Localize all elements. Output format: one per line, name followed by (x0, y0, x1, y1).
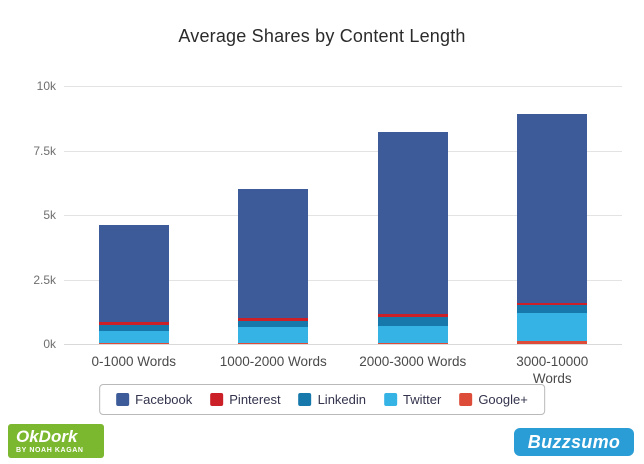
bar-segment-facebook[interactable] (377, 132, 448, 315)
stacked-bar[interactable] (98, 225, 169, 344)
bar-segment-facebook[interactable] (517, 114, 588, 303)
bar-segment-pinterest[interactable] (517, 302, 588, 306)
bar-segment-google-[interactable] (377, 342, 448, 344)
okdork-logo-tagline: BY NOAH KAGAN (16, 446, 84, 454)
bar-segment-linkedin[interactable] (98, 324, 169, 332)
bar-segment-twitter[interactable] (517, 313, 588, 342)
bar-segment-google-[interactable] (238, 342, 309, 344)
bar-segment-twitter[interactable] (377, 325, 448, 343)
buzzsumo-logo-text: Buzzsumo (527, 431, 621, 452)
bar-segment-linkedin[interactable] (517, 305, 588, 314)
bar-segment-linkedin[interactable] (377, 316, 448, 326)
y-axis-tick-label: 5k (43, 208, 56, 222)
stacked-bar[interactable] (238, 189, 309, 344)
legend-item-pinterest[interactable]: Pinterest (210, 392, 281, 407)
legend-item-linkedin[interactable]: Linkedin (298, 392, 367, 407)
legend-swatch-icon (459, 393, 473, 406)
x-axis-category-label: 1000-2000 Words (219, 354, 327, 369)
chart-title: Average Shares by Content Length (178, 26, 466, 46)
gridline (64, 344, 622, 345)
stacked-bar[interactable] (517, 114, 588, 344)
legend-item-twitter[interactable]: Twitter (384, 392, 441, 407)
y-axis-tick-label: 10k (36, 79, 56, 93)
gridline (64, 215, 622, 216)
legend-swatch-icon (384, 393, 398, 406)
bar-segment-pinterest[interactable] (377, 314, 448, 317)
bar-segment-twitter[interactable] (98, 331, 169, 343)
legend-swatch-icon (116, 393, 130, 406)
okdork-logo: OkDork BY NOAH KAGAN (8, 424, 104, 458)
legend-swatch-icon (210, 393, 224, 406)
buzzsumo-logo: Buzzsumo (514, 428, 634, 456)
bar-segment-twitter[interactable] (238, 327, 309, 343)
legend-label: Google+ (478, 392, 528, 407)
okdork-logo-text: OkDork (16, 426, 78, 446)
bar-segment-facebook[interactable] (98, 225, 169, 323)
legend-label: Facebook (135, 392, 193, 407)
bar-segment-google-[interactable] (517, 341, 588, 344)
x-axis-category-label: 2000-3000 Words (359, 354, 467, 369)
stacked-bar[interactable] (377, 132, 448, 344)
gridline (64, 150, 622, 152)
gridline (64, 279, 622, 281)
bar-segment-linkedin[interactable] (238, 320, 309, 328)
legend-label: Linkedin (317, 392, 367, 407)
bar-segment-facebook[interactable] (238, 189, 309, 319)
bar-segment-pinterest[interactable] (98, 322, 169, 325)
y-axis-tick-label: 2.5k (33, 272, 56, 287)
legend-item-facebook[interactable]: Facebook (116, 392, 192, 407)
x-axis-category-label: 0-1000 Words (91, 354, 177, 369)
legend: Facebook Pinterest Linkedin Twitter Google+ (99, 384, 545, 415)
legend-swatch-icon (298, 393, 312, 406)
y-axis-tick-label: 0k (43, 337, 56, 351)
x-axis-category-label: 3000-10000 Words (516, 354, 589, 386)
bar-segment-google-[interactable] (98, 342, 169, 344)
y-axis-tick-label: 7.5k (33, 143, 56, 158)
gridline (64, 86, 622, 87)
legend-label: Pinterest (229, 392, 281, 407)
legend-item-google-[interactable]: Google+ (459, 392, 528, 407)
legend-label: Twitter (403, 392, 442, 407)
bar-segment-pinterest[interactable] (238, 318, 309, 321)
